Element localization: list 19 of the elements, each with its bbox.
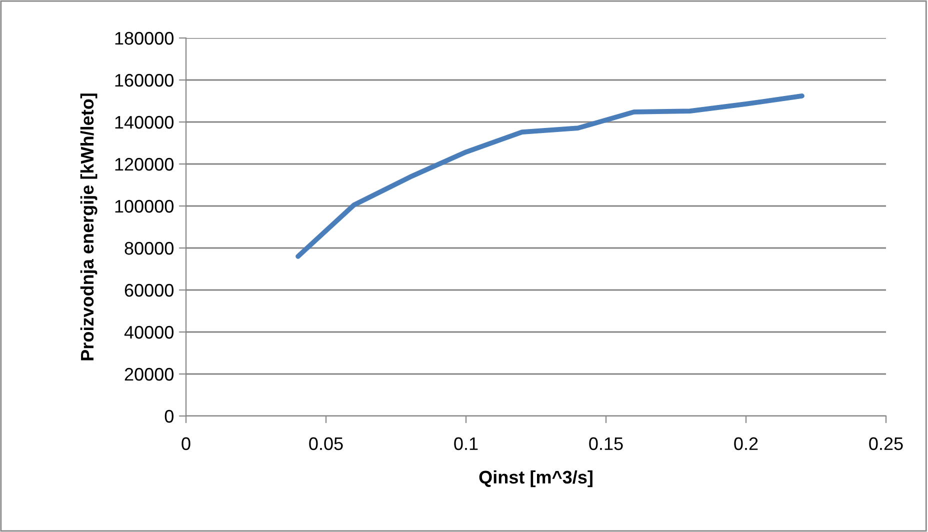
y-tick-label: 80000 [124,242,174,255]
x-tick-label: 0.25 [869,437,903,450]
x-tick-label: 0.1 [454,437,478,450]
y-axis-title: Proizvodnja energije [kWh/leto] [80,94,98,360]
x-tick-label: 0.15 [589,437,623,450]
y-tick-label: 0 [164,410,174,423]
y-tick-label: 100000 [115,200,174,213]
y-tick-label: 60000 [124,284,174,297]
y-tick-label: 120000 [115,158,174,171]
x-tick-label: 0.05 [309,437,343,450]
y-tick-label: 20000 [124,368,174,381]
x-tick-label: 0.2 [734,437,758,450]
y-tick-label: 140000 [115,116,174,129]
line-series [296,94,804,259]
x-tick-label: 0 [182,437,190,450]
x-axis-title: Qinst [m^3/s] [479,470,592,488]
y-tick-label: 160000 [115,74,174,87]
y-tick-label: 180000 [115,32,174,45]
y-tick-label: 40000 [124,326,174,339]
